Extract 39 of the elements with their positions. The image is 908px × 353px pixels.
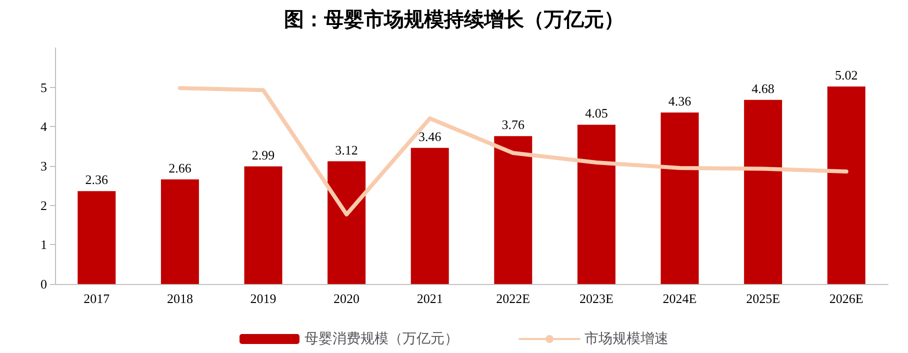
x-tick-label: 2025E (746, 291, 780, 306)
data-label: 2.36 (85, 172, 109, 188)
data-label: 5.02 (834, 68, 858, 83)
bar (410, 148, 449, 284)
bar (660, 112, 699, 284)
y-tick-label: 0 (40, 276, 47, 292)
x-tick-label: 2022E (496, 291, 530, 306)
data-label: 3.12 (335, 142, 358, 158)
bar (328, 161, 366, 284)
y-tick-label: 1 (40, 237, 47, 252)
bar (244, 166, 282, 284)
data-label: 4.05 (585, 106, 608, 121)
legend-label: 市场规模增速 (584, 331, 668, 347)
bar (577, 124, 616, 284)
data-label: 2.66 (168, 160, 192, 176)
y-tick-label: 4 (40, 119, 48, 134)
bar (827, 86, 866, 284)
x-tick-label: 2024E (662, 291, 697, 306)
data-label: 4.68 (752, 80, 774, 96)
x-tick-label: 2019 (250, 291, 276, 306)
bar (160, 179, 199, 284)
data-label: 2.99 (252, 147, 275, 162)
x-tick-label: 2023E (579, 291, 614, 306)
data-label: 3.46 (418, 128, 442, 144)
x-tick-label: 2026E (829, 291, 864, 306)
y-tick-label: 5 (40, 80, 47, 95)
x-tick-label: 2020 (334, 291, 360, 306)
data-label: 3.76 (502, 117, 526, 132)
y-tick-label: 2 (40, 198, 47, 213)
data-label: 4.36 (668, 94, 692, 109)
legend-label: 母婴消费规模（万亿元） (304, 331, 458, 347)
chart-title: 图：母婴市场规模持续增长（万亿元） (284, 7, 624, 31)
bar (78, 191, 116, 284)
bar (744, 100, 782, 284)
x-tick-label: 2017 (84, 291, 110, 306)
bar (494, 136, 532, 284)
x-tick-label: 2021 (416, 291, 443, 306)
x-tick-label: 2018 (166, 291, 193, 306)
y-tick-label: 3 (40, 158, 47, 174)
